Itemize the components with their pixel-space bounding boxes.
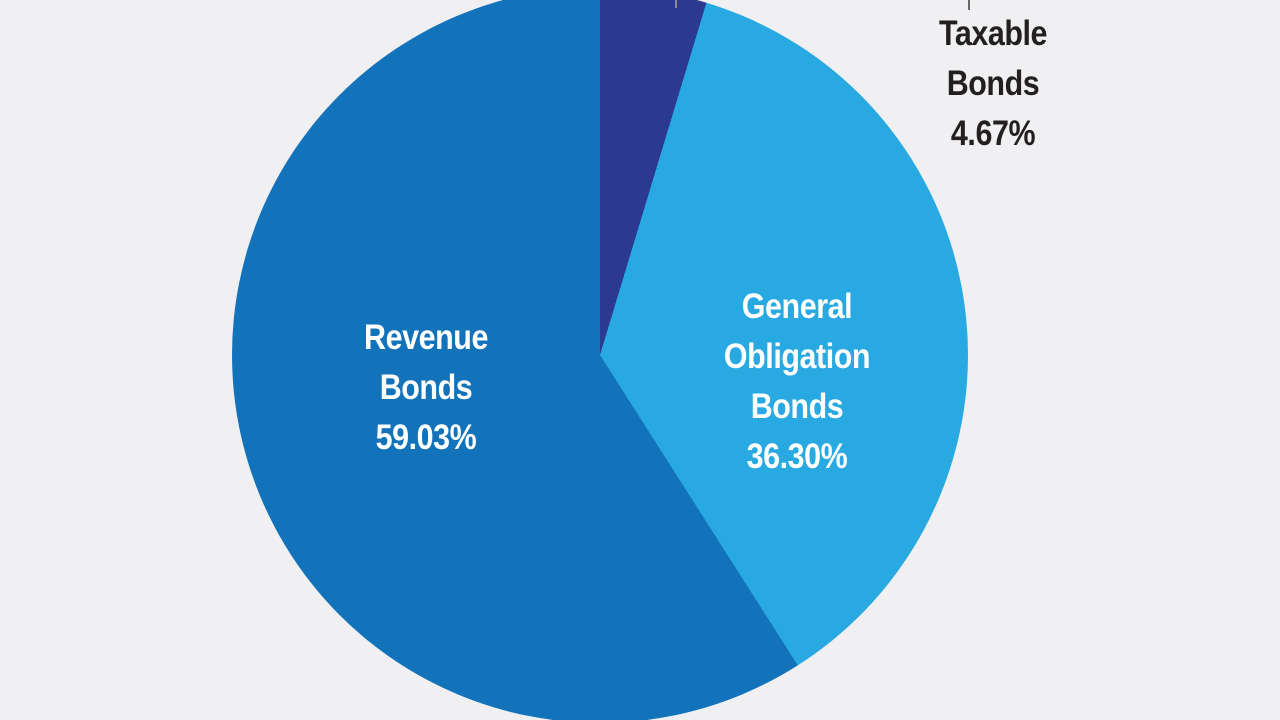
slice-label-line: Bonds <box>946 64 1040 103</box>
pie-chart <box>232 0 968 720</box>
slice-label-revenue-bonds: Revenue Bonds 59.03% <box>296 313 557 463</box>
slice-label-general-obligation-bonds: General Obligation Bonds 36.30% <box>667 282 928 482</box>
slice-label-line: Obligation <box>723 337 871 376</box>
slice-label-line: Revenue <box>364 318 488 357</box>
slice-percent-value: 4.67% <box>950 114 1036 153</box>
slice-label-line: Taxable <box>938 14 1048 53</box>
slice-label-line: Bonds <box>379 368 473 407</box>
slice-percent-value: 59.03% <box>375 418 477 457</box>
slice-label-line: General <box>741 287 853 326</box>
leader-line-label-end <box>968 0 970 10</box>
slice-percent-value: 36.30% <box>746 437 848 476</box>
slice-label-taxable-bonds: Taxable Bonds 4.67% <box>863 9 1124 159</box>
leader-line-slice-end <box>675 0 677 8</box>
slice-label-line: Bonds <box>750 387 844 426</box>
